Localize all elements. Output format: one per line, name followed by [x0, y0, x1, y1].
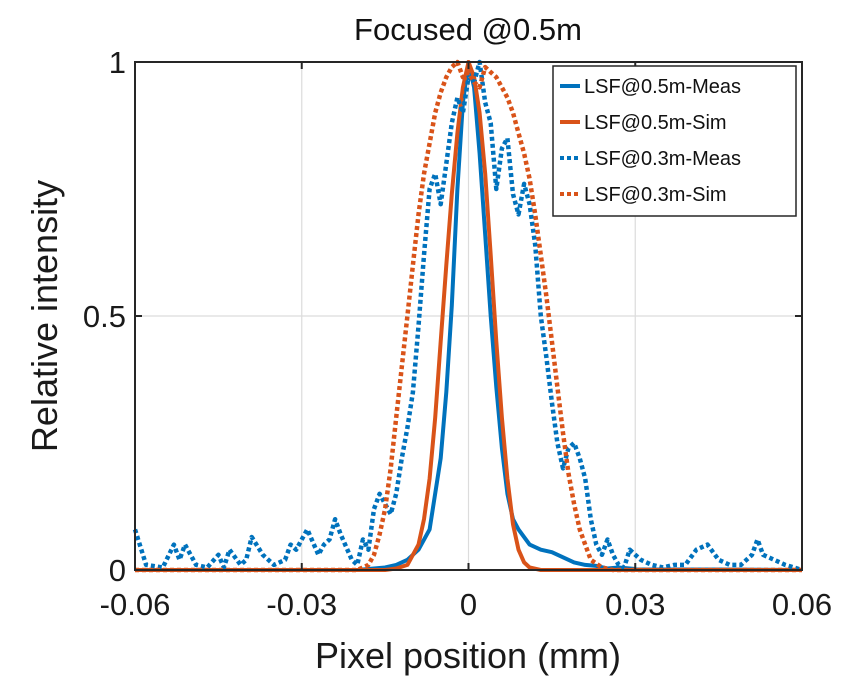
x-tick-label: -0.03 [266, 587, 337, 622]
y-tick-label: 0 [109, 553, 126, 588]
chart-title: Focused @0.5m [354, 12, 582, 47]
series-line-4 [135, 59, 802, 573]
legend-label: LSF@0.3m-Sim [584, 184, 727, 206]
legend-label: LSF@0.3m-Meas [584, 148, 741, 170]
y-tick-label: 1 [109, 45, 126, 80]
legend: LSF@0.5m-Meas LSF@0.5m-Sim LSF@0.3m-Meas LS… [552, 65, 797, 217]
y-tick-label: 0.5 [83, 299, 126, 334]
x-tick-label: 0.03 [605, 587, 665, 622]
series-line-1 [135, 60, 803, 572]
legend-label: LSF@0.5m-Meas [584, 76, 741, 98]
legend-label: LSF@0.5m-Sim [584, 112, 727, 134]
x-tick-label: 0 [460, 587, 477, 622]
legend-box [552, 65, 797, 217]
tick-labels: -0.06 -0.03 0 0.03 0.06 0 0.5 1 [83, 45, 832, 622]
x-tick-label: 0.06 [772, 587, 832, 622]
x-axis-title: Pixel position (mm) [315, 635, 621, 676]
series-line-3 [132, 59, 803, 573]
x-tick-label: -0.06 [100, 587, 171, 622]
y-axis-title: Relative intensity [24, 180, 65, 452]
